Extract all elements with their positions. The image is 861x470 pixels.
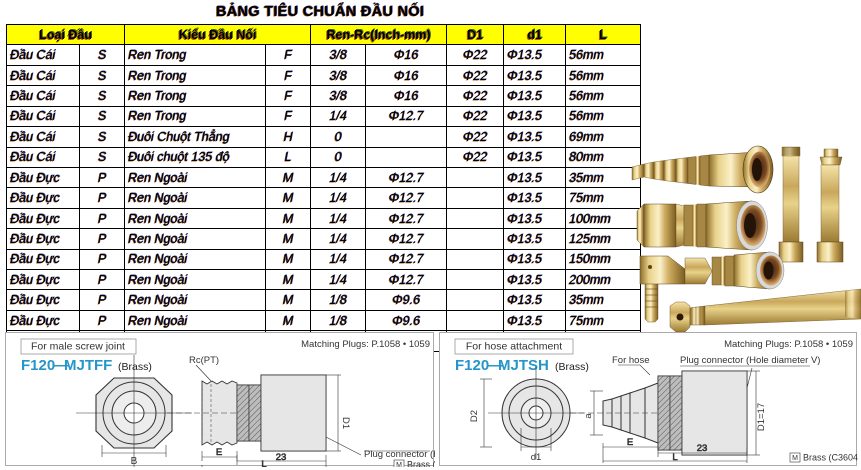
svg-text:d1: d1 [531,452,542,463]
svg-text:MJTFF: MJTFF [64,357,112,374]
svg-text:Brass (C3604): Brass (C3604) [803,453,858,463]
svg-text:For male screw joint: For male screw joint [31,341,125,353]
svg-text:Matching Plugs: P.1058 • 1059: Matching Plugs: P.1058 • 1059 [301,339,430,350]
svg-text:23: 23 [276,452,287,463]
svg-text:MJTSH: MJTSH [498,357,549,374]
svg-text:Matching Plugs: P.1058 • 1059: Matching Plugs: P.1058 • 1059 [724,339,853,350]
svg-text:M: M [396,462,402,467]
svg-text:E: E [216,447,222,458]
svg-text:B: B [131,456,138,467]
svg-text:For hose: For hose [612,355,650,366]
svg-text:Brass (C3604): Brass (C3604) [407,460,435,468]
svg-text:(Brass): (Brass) [555,361,589,373]
svg-text:M: M [792,455,798,462]
svg-text:Rc(PT): Rc(PT) [189,355,219,366]
svg-text:D1=17: D1=17 [756,403,767,431]
svg-text:a: a [583,413,594,419]
svg-text:(Brass): (Brass) [118,361,152,373]
svg-text:L: L [261,459,266,467]
svg-text:Plug connector (Hole diameter: Plug connector (Hole diameter V) [364,449,435,460]
svg-text:L: L [672,452,677,463]
svg-text:F120: F120 [455,357,489,374]
svg-text:F120: F120 [21,357,55,374]
svg-text:Plug connector (Hole diameter: Plug connector (Hole diameter V) [680,355,820,366]
svg-text:D2: D2 [469,410,480,422]
svg-text:23: 23 [697,443,708,454]
svg-text:For hose attachment: For hose attachment [466,341,562,353]
svg-text:D1: D1 [340,417,351,429]
svg-text:E: E [627,437,633,448]
